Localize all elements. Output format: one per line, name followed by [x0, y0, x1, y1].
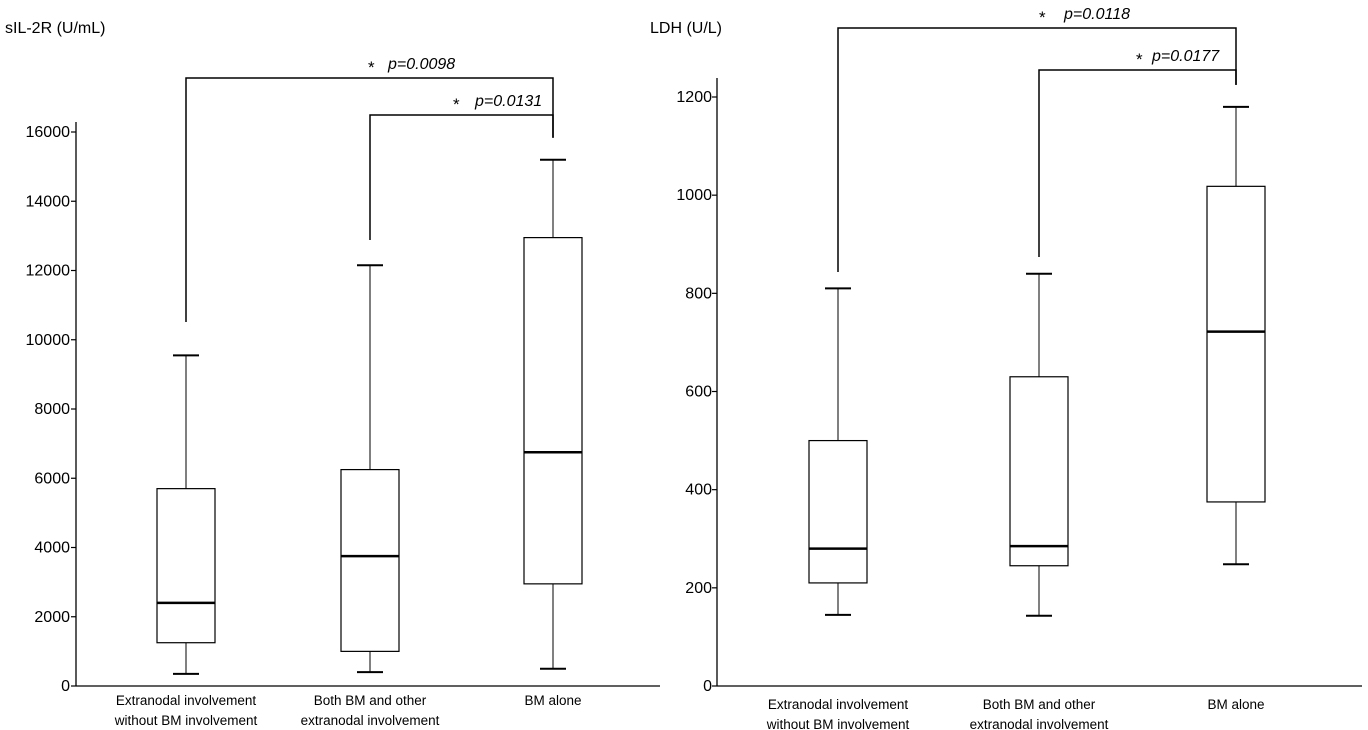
significance-bracket: [185, 77, 554, 322]
y-tick-label: 12000: [26, 263, 71, 280]
iqr-box: [340, 468, 400, 652]
y-tick-label: 6000: [34, 470, 70, 487]
box-group: [340, 264, 400, 674]
box-group: [156, 354, 216, 675]
y-tick-label: 0: [61, 678, 70, 695]
iqr-box: [1009, 376, 1069, 567]
category-label: extranodal involvement: [970, 717, 1109, 730]
y-axis-label: sIL-2R (U/mL): [5, 20, 105, 37]
y-tick-label: 8000: [34, 401, 70, 418]
y-tick-label: 200: [685, 580, 712, 597]
ldh-boxplot: LDH (U/L) 0 200 400 600 800 1000 1200 Extranoda…: [650, 6, 1362, 730]
significance-star: *: [368, 58, 375, 77]
category-label: Both BM and other: [314, 693, 427, 708]
y-tick-label: 1200: [676, 89, 712, 106]
sil2r-boxplot: sIL-2R (U/mL) 0 2000 4000 6000 8000 10000 1200…: [5, 20, 660, 728]
significance-bracket: [1038, 69, 1237, 257]
p-value-label: p=0.0131: [474, 93, 542, 110]
box-group: [523, 158, 583, 670]
y-tick-label: 800: [685, 285, 712, 302]
category-label: without BM involvement: [766, 717, 910, 730]
box-group: [808, 287, 868, 616]
category-label: BM alone: [1207, 697, 1264, 712]
y-axis-label: LDH (U/L): [650, 20, 722, 37]
box-group: [1206, 105, 1266, 566]
significance-star: *: [453, 95, 460, 114]
category-label: Extranodal involvement: [768, 697, 909, 712]
p-value-label: p=0.0118: [1063, 6, 1130, 23]
significance-star: *: [1136, 50, 1143, 69]
p-value-label: p=0.0098: [387, 56, 455, 73]
significance-star: *: [1039, 8, 1046, 27]
y-tick-label: 400: [685, 482, 712, 499]
iqr-box: [808, 439, 868, 584]
y-tick-label: 4000: [34, 540, 70, 557]
iqr-box: [523, 237, 583, 585]
y-tick-label: 2000: [34, 609, 70, 626]
category-label: Extranodal involvement: [116, 693, 257, 708]
y-tick-label: 10000: [26, 332, 71, 349]
y-tick-label: 1000: [676, 187, 712, 204]
significance-bracket: [837, 27, 1237, 272]
y-tick-label: 600: [685, 384, 712, 401]
iqr-box: [1206, 185, 1266, 503]
category-label: extranodal involvement: [301, 713, 440, 728]
p-value-label: p=0.0177: [1151, 48, 1220, 65]
box-group: [1009, 272, 1069, 617]
y-tick-label: 14000: [26, 193, 71, 210]
category-label: Both BM and other: [983, 697, 1096, 712]
iqr-box: [156, 488, 216, 644]
y-tick-label: 16000: [26, 124, 71, 141]
category-label: BM alone: [524, 693, 581, 708]
y-tick-label: 0: [703, 678, 712, 695]
significance-bracket: [369, 114, 554, 240]
category-label: without BM involvement: [114, 713, 258, 728]
